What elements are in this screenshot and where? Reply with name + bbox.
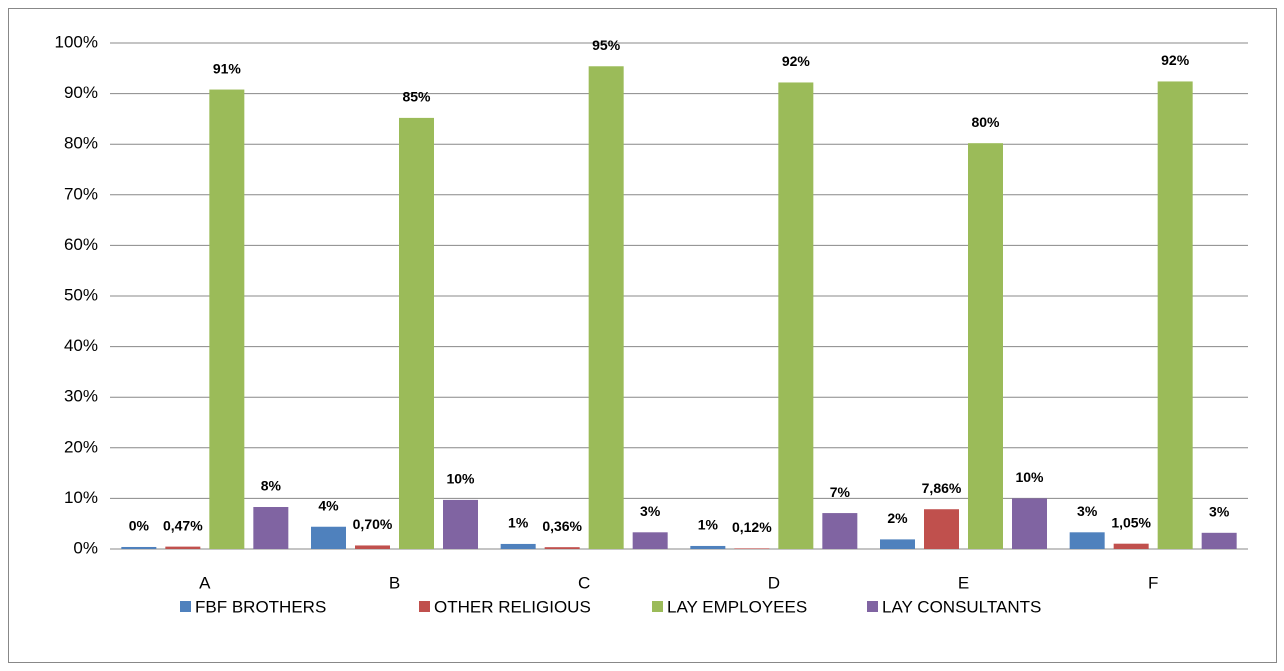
bar (822, 513, 858, 549)
bar (544, 547, 580, 549)
bar (1113, 543, 1149, 549)
value-label: 3% (1077, 503, 1098, 519)
x-tick-label: F (1148, 573, 1158, 592)
value-label: 1% (508, 515, 529, 531)
value-label: 0% (129, 518, 150, 534)
bar (1012, 498, 1047, 549)
value-label: 3% (1209, 504, 1230, 520)
bar (399, 117, 434, 549)
y-tick-label: 90% (64, 83, 98, 102)
legend-swatch (867, 601, 878, 612)
y-tick-label: 50% (64, 285, 98, 304)
x-tick-label: D (768, 573, 780, 592)
bar (588, 66, 624, 549)
y-tick-label: 100% (55, 32, 98, 51)
x-tick-label: C (578, 573, 590, 592)
value-label: 0,70% (353, 516, 393, 532)
value-label: 80% (971, 114, 1000, 130)
y-tick-label: 20% (64, 437, 98, 456)
y-tick-label: 60% (64, 235, 98, 254)
legend-swatch (419, 601, 430, 612)
value-label: 92% (1161, 52, 1190, 68)
y-tick-label: 0% (73, 538, 98, 557)
value-label: 1,05% (1111, 514, 1151, 530)
value-label: 0,47% (163, 517, 203, 533)
value-label: 7,86% (922, 480, 962, 496)
value-label: 7% (830, 484, 851, 500)
legend-label: OTHER RELIGIOUS (434, 597, 591, 616)
bar (121, 546, 157, 549)
bar (734, 548, 770, 549)
value-label: 10% (1015, 469, 1044, 485)
legend-swatch (652, 601, 663, 612)
bar (165, 546, 201, 549)
bar (311, 526, 346, 549)
y-tick-label: 10% (64, 488, 98, 507)
value-label: 8% (261, 478, 282, 494)
value-label: 10% (446, 471, 475, 487)
x-tick-label: B (389, 573, 400, 592)
legend-swatch (180, 601, 191, 612)
legend-label: FBF BROTHERS (195, 597, 326, 616)
value-label: 4% (318, 497, 339, 513)
value-label: 0,12% (732, 519, 772, 535)
value-label: 91% (213, 60, 242, 76)
bar (1157, 81, 1193, 550)
x-tick-label: E (958, 573, 969, 592)
bar (880, 539, 915, 549)
bar (1069, 532, 1105, 549)
value-label: 85% (402, 89, 431, 105)
bar (355, 545, 390, 549)
bar (443, 499, 478, 549)
y-tick-label: 70% (64, 184, 98, 203)
value-label: 2% (887, 510, 908, 526)
y-tick-label: 30% (64, 387, 98, 406)
bar (253, 507, 289, 549)
bar (209, 89, 245, 549)
legend-label: LAY CONSULTANTS (882, 597, 1041, 616)
bar (1201, 532, 1237, 549)
chart-border (8, 8, 1277, 663)
value-label: 1% (698, 517, 719, 533)
value-label: 92% (782, 53, 811, 69)
bar (632, 532, 668, 549)
bar (500, 543, 536, 549)
bar (778, 82, 814, 549)
bar (690, 545, 726, 549)
value-label: 0,36% (542, 518, 582, 534)
value-label: 95% (592, 37, 621, 53)
bar (924, 509, 959, 549)
y-tick-label: 80% (64, 134, 98, 153)
bar (968, 143, 1003, 550)
y-tick-label: 40% (64, 336, 98, 355)
legend-label: LAY EMPLOYEES (667, 597, 807, 616)
x-tick-label: A (199, 573, 211, 592)
value-label: 3% (640, 503, 661, 519)
